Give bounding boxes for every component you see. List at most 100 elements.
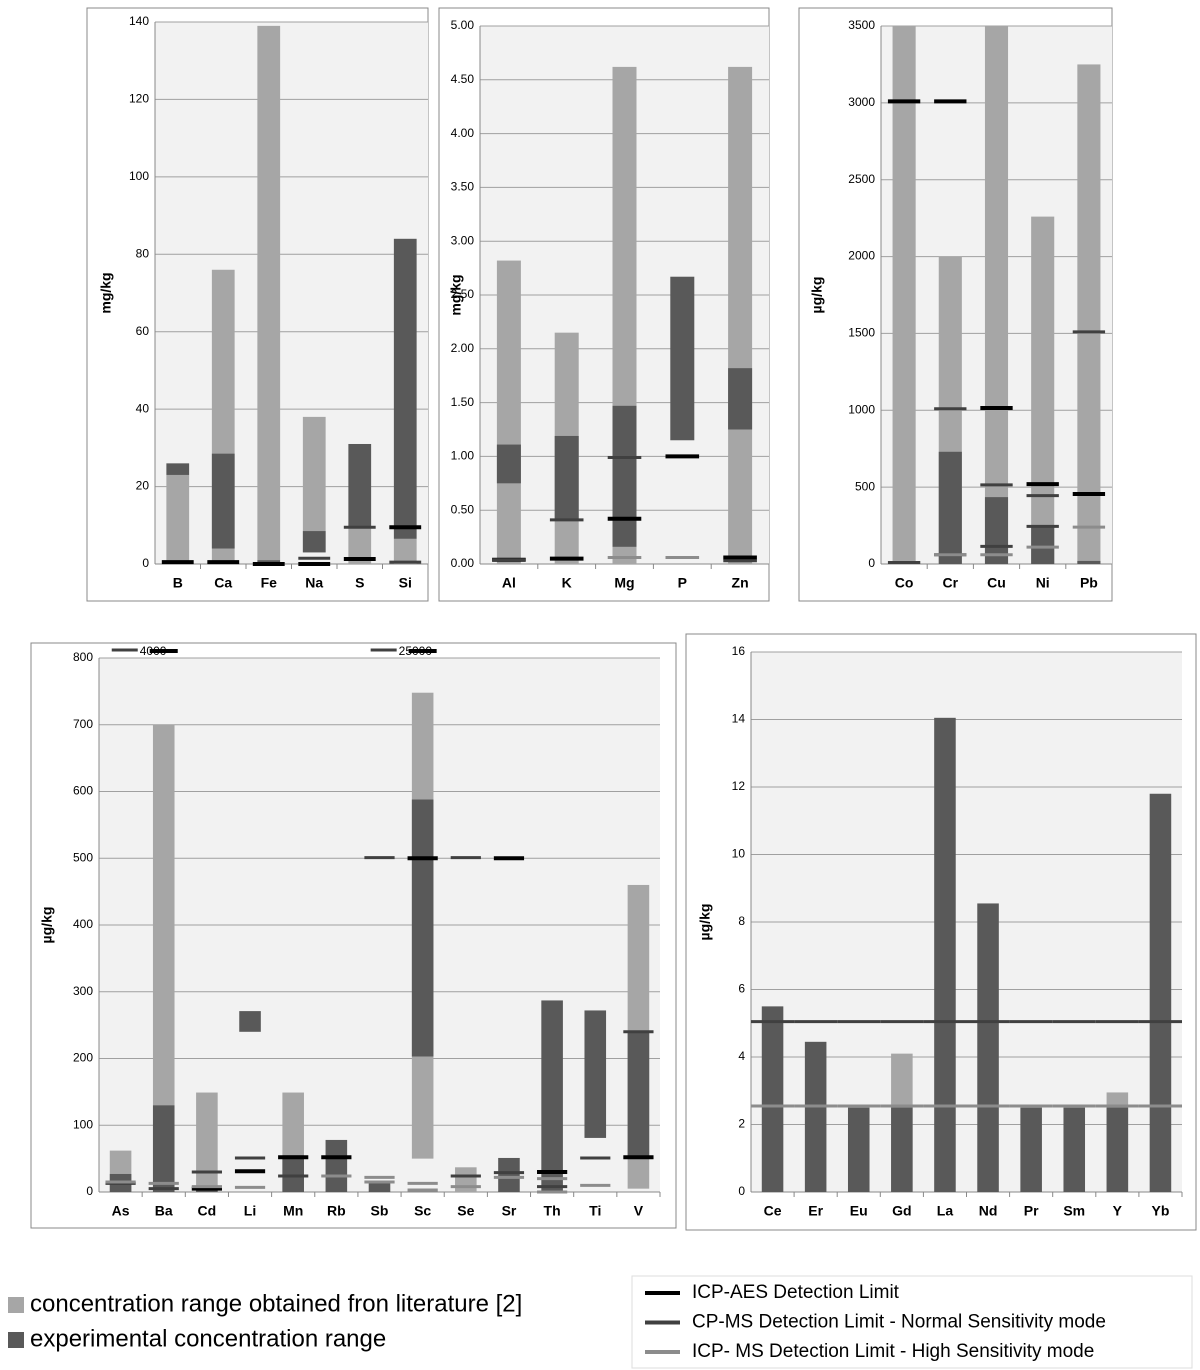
x-tick-label: Li [244, 1203, 256, 1219]
y-axis-label: µg/kg [697, 904, 713, 941]
experimental-range [496, 444, 521, 484]
experimental-range [348, 443, 372, 528]
experimental-range [761, 1006, 784, 1192]
y-tick-label: 20 [136, 479, 150, 493]
literature-range [393, 538, 417, 564]
literature-range [728, 66, 753, 564]
experimental-range [847, 1107, 870, 1192]
experimental-range [934, 717, 956, 1192]
y-tick-label: 200 [73, 1051, 93, 1065]
offscale-label: 4000 [140, 644, 167, 658]
experimental-range [152, 1105, 175, 1192]
x-tick-label: P [678, 575, 687, 591]
experimental-range [325, 1139, 348, 1192]
legend-swatch [8, 1332, 24, 1348]
plot-area [155, 22, 428, 564]
literature-range [152, 724, 175, 1106]
y-tick-label: 0 [868, 556, 875, 570]
literature-range [984, 26, 1009, 564]
y-tick-label: 3.50 [451, 180, 475, 194]
y-tick-label: 140 [129, 14, 149, 28]
y-tick-label: 600 [73, 784, 93, 798]
y-tick-label: 0.00 [451, 556, 475, 570]
experimental-range [938, 451, 962, 564]
y-tick-label: 4.00 [451, 126, 475, 140]
y-tick-label: 3000 [848, 95, 875, 109]
experimental-range [1106, 1107, 1129, 1192]
x-tick-label: Se [457, 1203, 474, 1219]
literature-range [166, 474, 190, 564]
y-tick-label: 12 [732, 779, 746, 793]
x-tick-label: Yb [1152, 1203, 1170, 1219]
experimental-range [977, 903, 999, 1192]
x-tick-label: Na [305, 575, 323, 591]
experimental-range [211, 453, 235, 549]
literature-range [302, 416, 326, 553]
experimental-range [1077, 560, 1101, 564]
x-tick-label: Sb [371, 1203, 389, 1219]
legend: concentration range obtained fron litera… [8, 1275, 1193, 1369]
x-tick-label: Si [399, 575, 412, 591]
literature-range [1031, 216, 1055, 564]
y-tick-label: 10 [732, 847, 746, 861]
experimental-range [627, 1031, 650, 1159]
experimental-range [728, 368, 753, 430]
chart: 0 20 40 60 80 100 120 140 mg/kg B Ca Fe Na S Si [86, 7, 429, 602]
experimental-range [302, 531, 326, 553]
y-tick-label: 8 [738, 914, 745, 928]
x-tick-label: V [634, 1203, 644, 1219]
experimental-range [368, 1181, 391, 1192]
experimental-range [670, 276, 695, 441]
y-tick-label: 100 [73, 1117, 93, 1131]
x-tick-label: S [355, 575, 364, 591]
legend-label: experimental concentration range [30, 1325, 386, 1352]
x-tick-label: Pr [1024, 1203, 1039, 1219]
y-tick-label: 5.00 [451, 18, 475, 32]
experimental-range [498, 1157, 520, 1192]
experimental-range [891, 1107, 913, 1192]
experimental-range [804, 1041, 827, 1192]
y-tick-label: 6 [738, 982, 745, 996]
x-tick-label: Ti [589, 1203, 601, 1219]
y-tick-label: 80 [136, 246, 150, 260]
x-tick-label: Pb [1080, 575, 1098, 591]
y-tick-label: 14 [732, 712, 746, 726]
y-tick-label: 2500 [848, 172, 875, 186]
experimental-range [541, 1000, 563, 1192]
chart: 0 500 1000 1500 2000 2500 3000 3500 µg/kg Co Cr Cu N… [798, 7, 1113, 602]
y-tick-label: 4 [738, 1049, 745, 1063]
y-tick-label: 2000 [848, 249, 875, 263]
y-tick-label: 2.00 [451, 341, 475, 355]
y-tick-label: 40 [136, 401, 150, 415]
y-tick-label: 60 [136, 324, 150, 338]
y-tick-label: 0 [738, 1184, 745, 1198]
y-tick-label: 2.50 [451, 287, 475, 301]
chart: 0 2 4 6 8 10 12 14 16 µg/kg Ce Er Eu Gd La Nd Pr Sm Y Yb [685, 633, 1197, 1231]
x-tick-label: Ca [214, 575, 232, 591]
literature-range [348, 525, 372, 564]
experimental-range [166, 463, 190, 475]
experimental-range [239, 1011, 261, 1032]
x-tick-label: Co [895, 575, 914, 591]
x-tick-label: Cd [198, 1203, 217, 1219]
x-tick-label: Rb [327, 1203, 346, 1219]
x-tick-label: Mg [614, 575, 634, 591]
y-tick-label: 800 [73, 650, 93, 664]
y-tick-label: 4.50 [451, 72, 475, 86]
y-tick-label: 2 [738, 1117, 745, 1131]
y-tick-label: 16 [732, 644, 746, 658]
legend-label: ICP-AES Detection Limit [692, 1282, 900, 1303]
y-axis-label: mg/kg [98, 272, 114, 313]
y-tick-label: 1.00 [451, 449, 475, 463]
x-tick-label: Zn [732, 575, 749, 591]
chart: 0.00 0.50 1.00 1.50 2.00 2.50 3.00 3.50 4.00 4.50… [438, 7, 770, 602]
x-tick-label: K [562, 575, 572, 591]
experimental-range [1063, 1107, 1086, 1192]
y-tick-label: 3500 [848, 18, 875, 32]
x-tick-label: Y [1113, 1203, 1123, 1219]
x-tick-label: Sr [502, 1203, 517, 1219]
literature-range [892, 26, 916, 564]
legend-box [631, 1275, 1193, 1369]
y-tick-label: 3.00 [451, 233, 475, 247]
literature-range [196, 1092, 218, 1192]
